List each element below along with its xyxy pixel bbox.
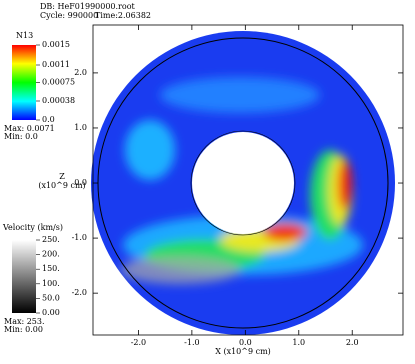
x-tick-label: -1.0 bbox=[184, 338, 199, 347]
time-label: Time:2.06382 bbox=[95, 11, 151, 20]
colorbar-tick-label: 0.00075 bbox=[42, 78, 75, 87]
colorbar-min: Min: 0.0 bbox=[4, 132, 38, 141]
colorbar-tick-label: 0.0 bbox=[42, 115, 55, 124]
y-axis-label: Z bbox=[59, 172, 65, 181]
x-tick-label: 2.0 bbox=[346, 338, 359, 347]
plot-frame bbox=[92, 24, 404, 336]
colorbar-tick-label: 0.00038 bbox=[42, 96, 75, 105]
colorbar-max: Max: 0.0071 bbox=[4, 124, 55, 133]
colorbar-tick-label: 100. bbox=[42, 279, 60, 288]
colorbar-tick-label: 0.0011 bbox=[42, 60, 70, 69]
colorbar bbox=[12, 45, 36, 120]
colorbar-tick-label: 50.0 bbox=[42, 293, 60, 302]
y-tick-label: 0.0 bbox=[74, 178, 87, 187]
x-tick-label: 0.0 bbox=[239, 338, 252, 347]
y-tick-label: 2.0 bbox=[74, 68, 87, 77]
colorbar-tick-label: 0.0015 bbox=[42, 40, 70, 49]
colorbar-min: Min: 0.00 bbox=[4, 325, 43, 334]
cycle-label: Cycle: 990000 bbox=[40, 11, 98, 20]
colorbar-tick-label: 250. bbox=[42, 235, 60, 244]
y-axis-label: (x10^9 cm) bbox=[38, 181, 85, 190]
colorbar-title: N13 bbox=[16, 31, 33, 40]
y-tick-label: -2.0 bbox=[72, 288, 87, 297]
colorbar-tick-label: 0.00 bbox=[42, 308, 60, 317]
y-tick-label: 1.0 bbox=[74, 123, 87, 132]
y-tick-label: -1.0 bbox=[72, 233, 87, 242]
inner-boundary bbox=[190, 130, 296, 236]
colorbar-max: Max: 253. bbox=[4, 317, 45, 326]
x-axis-label: X (x10^9 cm) bbox=[215, 347, 271, 356]
pseudocolor-field bbox=[80, 20, 410, 350]
db-label: DB: HeF01990000.root bbox=[40, 2, 136, 11]
x-tick-label: 1.0 bbox=[292, 338, 305, 347]
colorbar bbox=[12, 240, 36, 313]
colorbar-tick-label: 200. bbox=[42, 250, 60, 259]
colorbar-tick-label: 150. bbox=[42, 264, 60, 273]
x-tick-label: -2.0 bbox=[131, 338, 146, 347]
colorbar-title: Velocity (km/s) bbox=[2, 223, 63, 232]
